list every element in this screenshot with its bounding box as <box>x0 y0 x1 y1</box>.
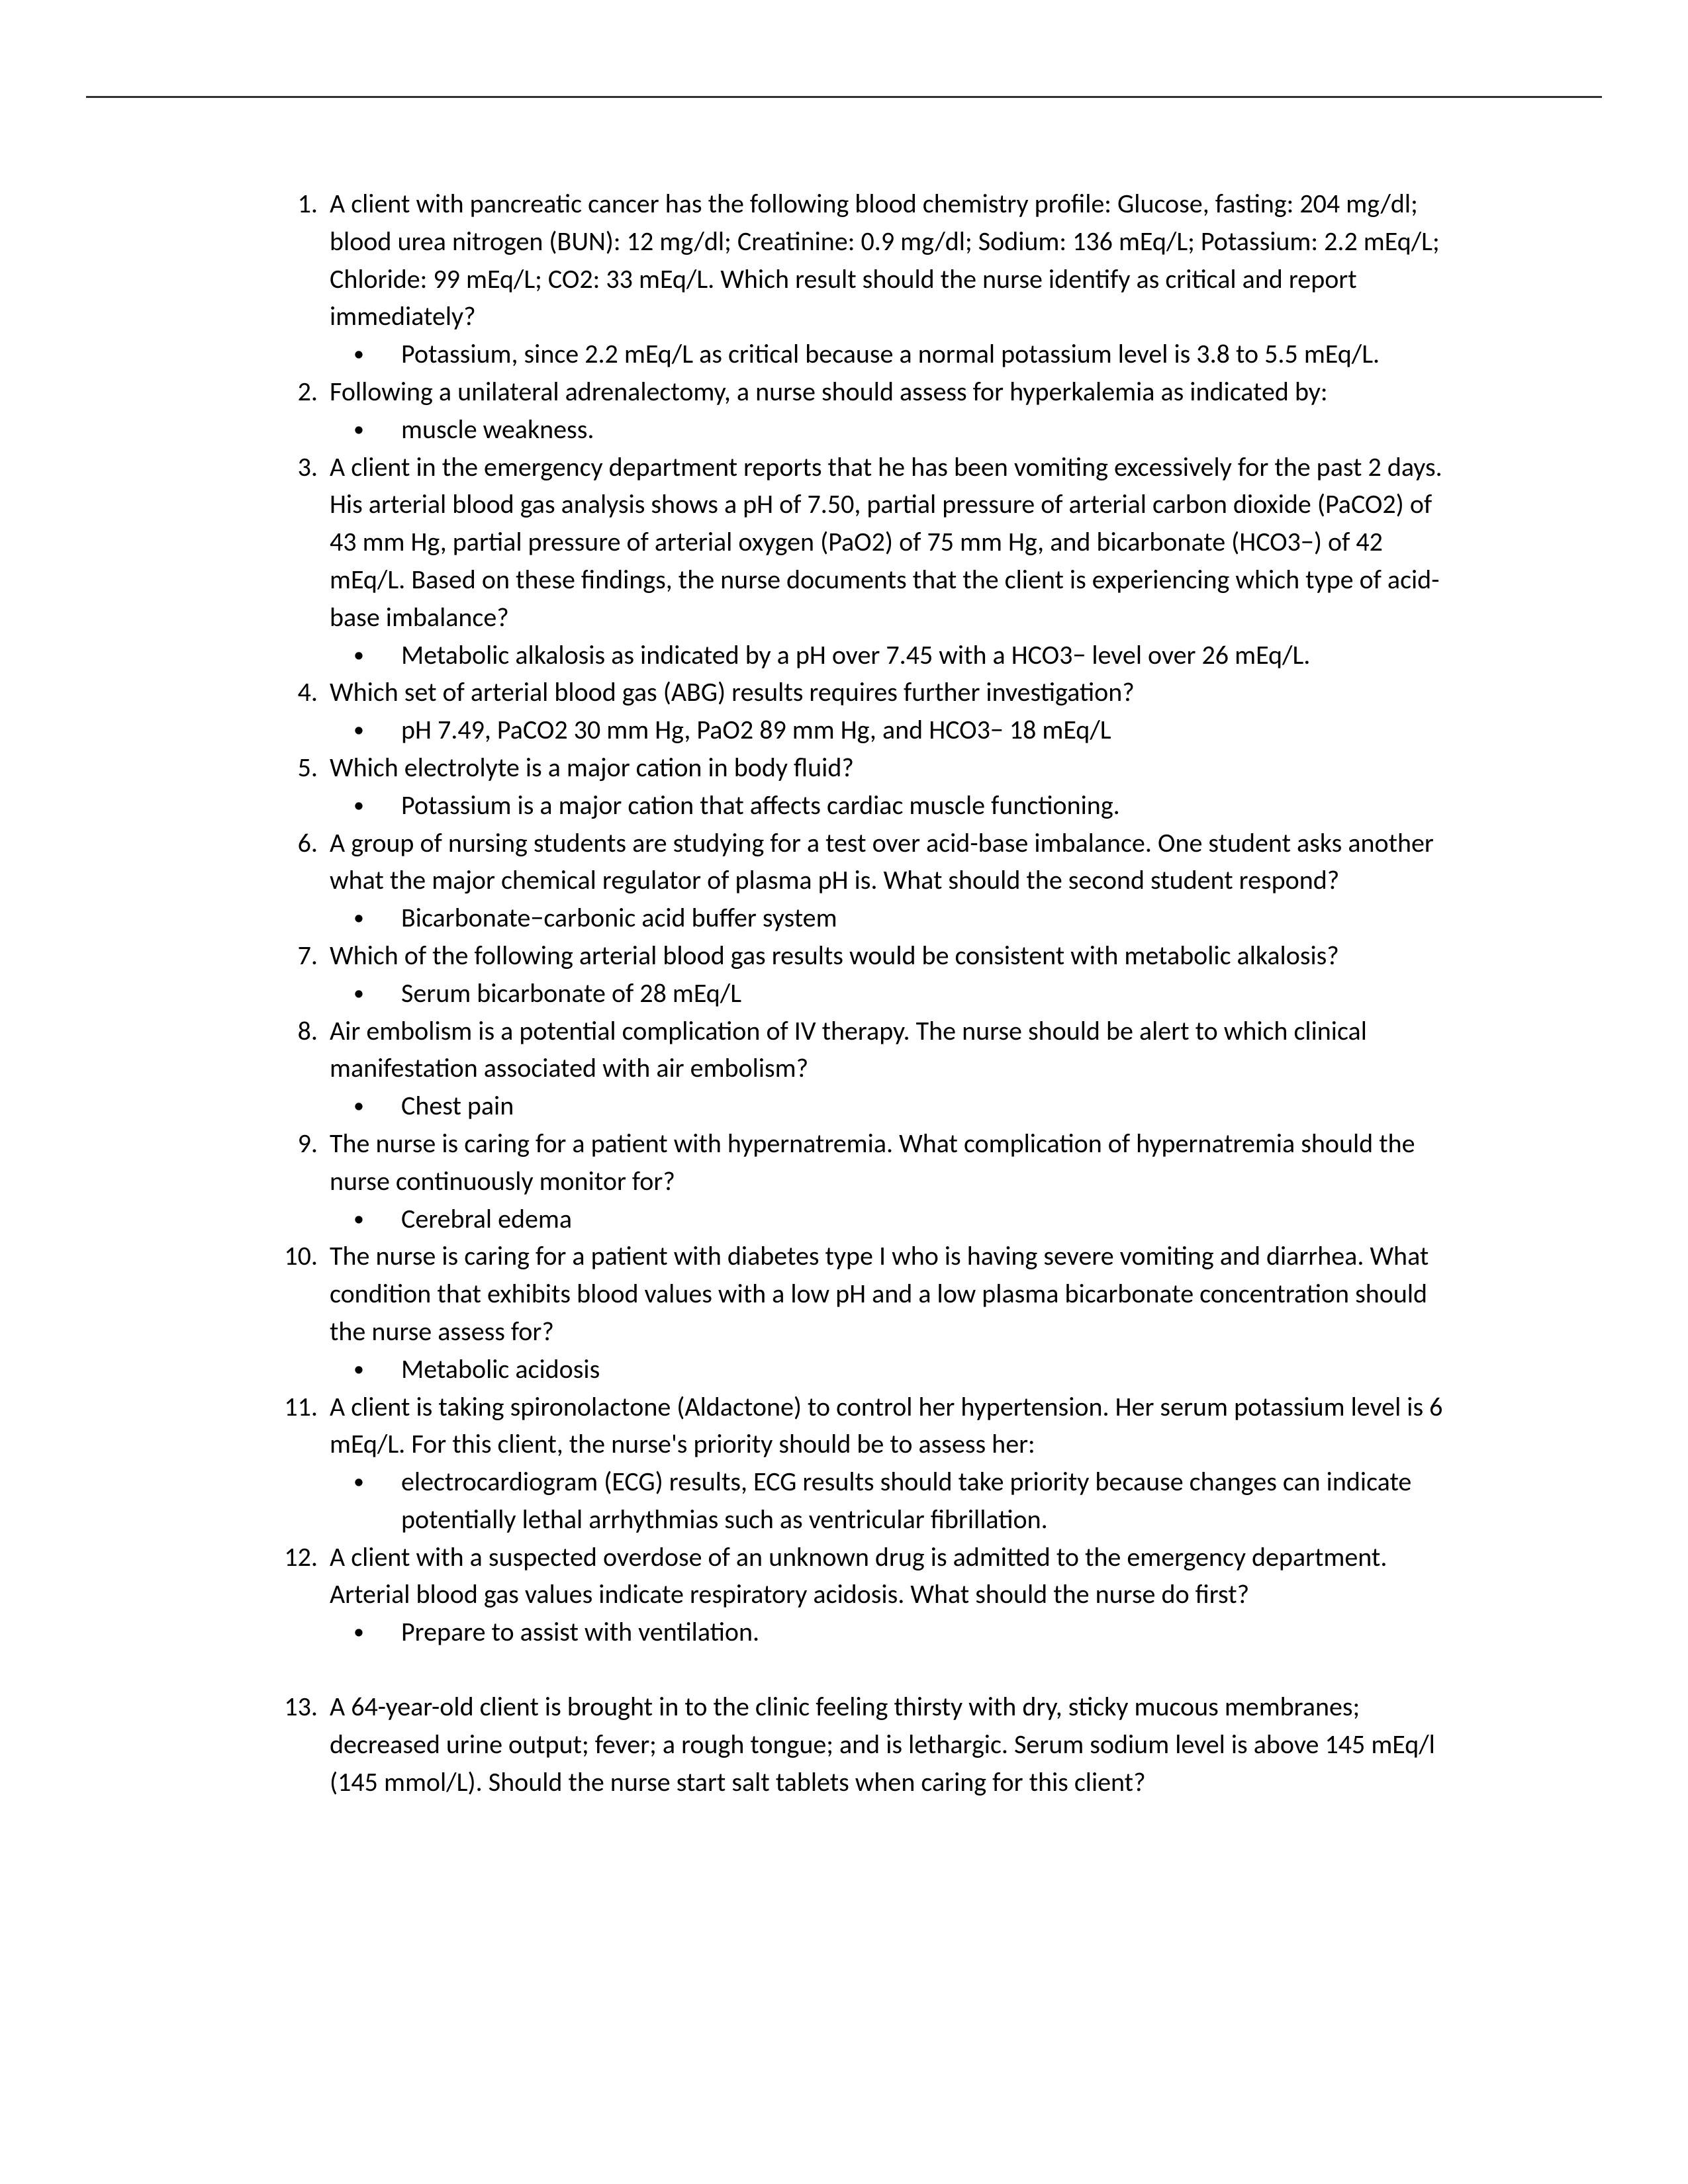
question-text: A client with a suspected overdose of an… <box>330 1539 1443 1614</box>
question-item: A client is taking spironolactone (Aldac… <box>258 1388 1443 1539</box>
document-body: A client with pancreatic cancer has the … <box>258 185 1443 1801</box>
answer-list: Chest pain <box>330 1087 1443 1125</box>
answer-item: Bicarbonate−carbonic acid buffer system <box>330 899 1443 937</box>
answer-list: Bicarbonate−carbonic acid buffer system <box>330 899 1443 937</box>
question-text: A client with pancreatic cancer has the … <box>330 185 1443 336</box>
answer-list: pH 7.49, PaCO2 30 mm Hg, PaO2 89 mm Hg, … <box>330 711 1443 749</box>
answer-list: electrocardiogram (ECG) results, ECG res… <box>330 1463 1443 1539</box>
answer-item: Cerebral edema <box>330 1201 1443 1238</box>
question-text: Which electrolyte is a major cation in b… <box>330 749 1443 787</box>
answer-item: muscle weakness. <box>330 411 1443 449</box>
question-item: A client with a suspected overdose of an… <box>258 1539 1443 1651</box>
question-item: A client with pancreatic cancer has the … <box>258 185 1443 373</box>
answer-item: Potassium is a major cation that affects… <box>330 787 1443 825</box>
question-text: The nurse is caring for a patient with h… <box>330 1125 1443 1201</box>
question-item: Following a unilateral adrenalectomy, a … <box>258 373 1443 449</box>
answer-item: Chest pain <box>330 1087 1443 1125</box>
question-item: Which electrolyte is a major cation in b… <box>258 749 1443 825</box>
answer-list: Prepare to assist with ventilation. <box>330 1614 1443 1651</box>
question-text: The nurse is caring for a patient with d… <box>330 1238 1443 1350</box>
answer-list: Potassium, since 2.2 mEq/L as critical b… <box>330 336 1443 373</box>
question-item: A 64-year-old client is brought in to th… <box>258 1688 1443 1801</box>
question-text: Air embolism is a potential complication… <box>330 1013 1443 1088</box>
question-text: Which of the following arterial blood ga… <box>330 937 1443 975</box>
question-item: A client in the emergency department rep… <box>258 449 1443 674</box>
question-item: The nurse is caring for a patient with d… <box>258 1238 1443 1388</box>
answer-item: Prepare to assist with ventilation. <box>330 1614 1443 1651</box>
question-item: A group of nursing students are studying… <box>258 825 1443 937</box>
answer-item: Serum bicarbonate of 28 mEq/L <box>330 975 1443 1013</box>
question-item: Air embolism is a potential complication… <box>258 1013 1443 1125</box>
question-item: Which of the following arterial blood ga… <box>258 937 1443 1013</box>
answer-list: Metabolic alkalosis as indicated by a pH… <box>330 637 1443 674</box>
answer-item: electrocardiogram (ECG) results, ECG res… <box>330 1463 1443 1539</box>
answer-list: Potassium is a major cation that affects… <box>330 787 1443 825</box>
answer-item: Metabolic acidosis <box>330 1351 1443 1388</box>
question-item: The nurse is caring for a patient with h… <box>258 1125 1443 1238</box>
question-text: Following a unilateral adrenalectomy, a … <box>330 373 1443 411</box>
question-item: Which set of arterial blood gas (ABG) re… <box>258 674 1443 749</box>
header-rule <box>86 96 1602 98</box>
question-list: A client with pancreatic cancer has the … <box>258 185 1443 1801</box>
answer-list: Cerebral edema <box>330 1201 1443 1238</box>
answer-item: Metabolic alkalosis as indicated by a pH… <box>330 637 1443 674</box>
answer-list: Serum bicarbonate of 28 mEq/L <box>330 975 1443 1013</box>
question-text: Which set of arterial blood gas (ABG) re… <box>330 674 1443 711</box>
question-text: A client is taking spironolactone (Aldac… <box>330 1388 1443 1464</box>
question-text: A 64-year-old client is brought in to th… <box>330 1688 1443 1801</box>
question-text: A group of nursing students are studying… <box>330 825 1443 900</box>
answer-list: muscle weakness. <box>330 411 1443 449</box>
answer-list: Metabolic acidosis <box>330 1351 1443 1388</box>
question-text: A client in the emergency department rep… <box>330 449 1443 637</box>
answer-item: Potassium, since 2.2 mEq/L as critical b… <box>330 336 1443 373</box>
answer-item: pH 7.49, PaCO2 30 mm Hg, PaO2 89 mm Hg, … <box>330 711 1443 749</box>
